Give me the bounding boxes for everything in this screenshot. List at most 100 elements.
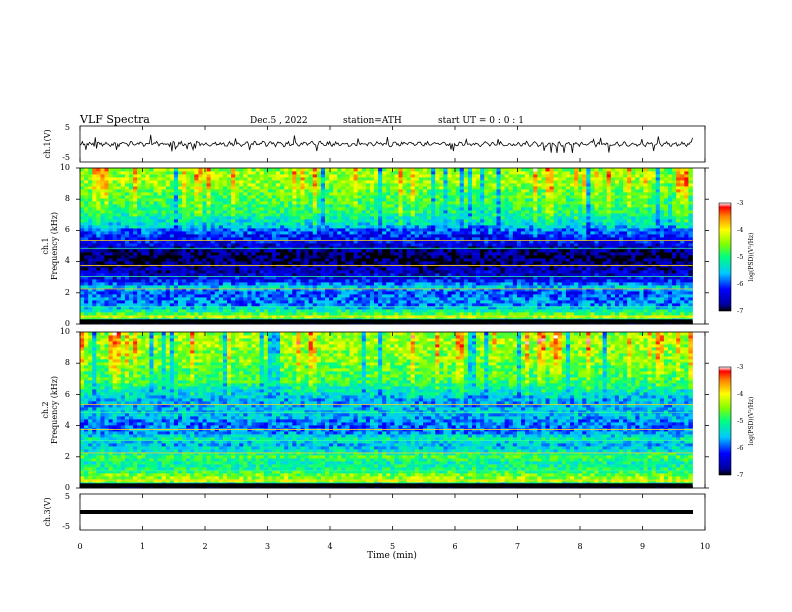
s1-cell	[133, 210, 138, 214]
s1-cell	[394, 306, 399, 310]
s1-cell	[141, 255, 146, 259]
s1-cell	[80, 231, 85, 235]
s1-cell	[96, 177, 101, 181]
s1-cell	[304, 246, 310, 250]
s1-cell	[267, 312, 273, 316]
s1-cell	[231, 294, 236, 298]
s1-cell	[108, 297, 114, 301]
s1-cell	[361, 216, 367, 220]
s1-cell	[165, 207, 171, 211]
s1-cell	[365, 258, 371, 262]
s1-cell	[378, 249, 383, 253]
s1-cell	[271, 195, 277, 199]
s1-cell	[182, 198, 187, 202]
s1-cell	[308, 312, 314, 316]
s1-cell	[190, 231, 195, 235]
s1-cell	[251, 276, 256, 280]
s1-cell	[312, 216, 318, 220]
s1-cell	[169, 282, 175, 286]
s1-cell	[271, 267, 277, 271]
s1-cell	[308, 294, 314, 298]
s1-cell	[137, 300, 142, 304]
s1-cell	[129, 201, 134, 205]
s1-cell	[186, 294, 191, 298]
s1-cell	[365, 273, 371, 277]
s1-cell	[459, 261, 465, 265]
s1-cell	[141, 186, 146, 190]
s1-cell	[100, 171, 105, 175]
s1-cell	[439, 183, 444, 187]
s1-cell	[120, 174, 126, 178]
s1-cell	[341, 258, 346, 262]
s1-cell	[329, 315, 334, 319]
s1-cell	[247, 306, 252, 310]
s1-cell	[84, 183, 89, 187]
s1-cell	[402, 171, 408, 175]
s1-cell	[222, 246, 228, 250]
s1-cell	[414, 252, 420, 256]
s1-cell	[463, 267, 469, 271]
s1-cell	[267, 210, 273, 214]
s1-cell	[235, 246, 240, 250]
s1-cell	[210, 258, 216, 262]
s1-cell	[308, 204, 314, 208]
s1-cell	[227, 303, 232, 307]
s1-cell	[463, 228, 469, 232]
s1-cell	[247, 252, 252, 256]
s1-cell	[390, 303, 395, 307]
s1-cell	[218, 267, 224, 271]
s1-cell	[214, 309, 220, 313]
s1-cell	[157, 195, 163, 199]
s1-cell	[316, 252, 322, 256]
s1-cell	[202, 210, 207, 214]
s1-cell	[116, 219, 122, 223]
s1-cell	[247, 288, 252, 292]
s1-cell	[141, 234, 146, 238]
s1-cell	[284, 285, 289, 289]
s1-cell	[129, 228, 134, 232]
s1-cell	[129, 270, 134, 274]
s1-cell	[304, 288, 310, 292]
s1-cell	[243, 222, 248, 226]
s1-cell	[406, 183, 412, 187]
s1-cell	[214, 180, 220, 184]
s1-cell	[235, 204, 240, 208]
s1-cell	[157, 234, 163, 238]
s1-cell	[414, 174, 420, 178]
s1-cell	[92, 288, 97, 292]
s1-cell	[365, 192, 371, 196]
s1-cell	[116, 258, 122, 262]
s1-cell	[447, 246, 452, 250]
s1-cell	[325, 309, 330, 313]
s1-cell	[292, 297, 297, 301]
s1-cell	[145, 198, 150, 202]
s1-cell	[137, 288, 142, 292]
s1-cell	[406, 210, 412, 214]
s1-cell	[210, 273, 216, 277]
s1-cell	[325, 258, 330, 262]
s1-cell	[112, 246, 118, 250]
s1-cell	[316, 297, 322, 301]
s1-cell	[186, 207, 191, 211]
s1-cell	[423, 261, 428, 265]
s1-cell	[320, 243, 326, 247]
s1-cell	[439, 297, 444, 301]
s1-cell	[284, 270, 289, 274]
s1-cell	[423, 300, 428, 304]
s1-cell	[365, 225, 371, 229]
s1-cell	[284, 207, 289, 211]
s1-cell	[169, 198, 175, 202]
s1-cell	[251, 243, 256, 247]
s1-cell	[186, 195, 191, 199]
s1-cell	[243, 234, 248, 238]
s1-cell	[202, 306, 207, 310]
s1-cell	[157, 198, 163, 202]
s1-cell	[292, 258, 297, 262]
s1-cell	[406, 258, 412, 262]
s1-cell	[206, 294, 212, 298]
s1-cell	[467, 279, 473, 283]
s1-cell	[414, 198, 420, 202]
s1-cell	[120, 171, 126, 175]
s1-cell	[206, 189, 212, 193]
s1-cell	[369, 246, 375, 250]
